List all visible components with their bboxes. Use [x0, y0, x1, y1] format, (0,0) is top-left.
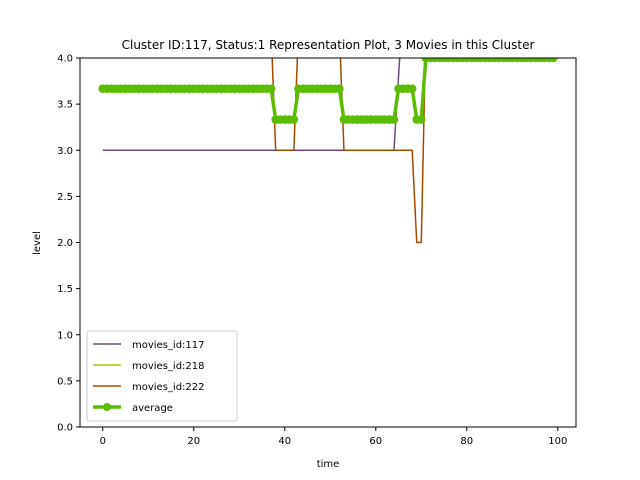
legend-box — [86, 330, 238, 422]
data-point — [416, 115, 426, 124]
y-tick-label: 2.0 — [57, 238, 73, 249]
y-tick-label: 3.0 — [57, 146, 73, 157]
legend-label: average — [132, 403, 173, 414]
y-tick-label: 0.0 — [57, 423, 73, 434]
x-tick-label: 40 — [278, 436, 291, 447]
y-tick-label: 3.5 — [57, 100, 73, 111]
series-line — [102, 58, 401, 151]
legend-label: movies_id:218 — [132, 361, 205, 372]
x-axis-label: time — [317, 459, 340, 470]
series-layer — [98, 58, 558, 244]
x-tick-label: 0 — [100, 436, 106, 447]
axes-layer: 0 20 40 60 80 100 0.0 0.5 1.0 1.5 2.0 2.5 3.0 3.5 4.0 — [57, 54, 577, 447]
legend-item: movies_id:117 — [93, 340, 205, 351]
legend-label: movies_id:117 — [132, 340, 205, 351]
y-tick-label: 1.5 — [57, 284, 73, 295]
data-point — [266, 84, 276, 94]
data-point — [407, 84, 417, 94]
y-axis-label: level — [32, 231, 43, 255]
data-point — [389, 115, 399, 124]
x-tick-label: 20 — [187, 436, 200, 447]
y-tick-label: 4.0 — [57, 54, 73, 65]
data-point — [289, 115, 299, 124]
y-tick-label: 1.0 — [57, 330, 73, 341]
series-average — [98, 58, 558, 124]
y-tick-label: 2.5 — [57, 192, 73, 203]
legend-item: movies_id:222 — [93, 382, 205, 393]
legend: movies_id:117 movies_id:218 movies_id:222a… — [86, 330, 238, 422]
data-point — [335, 84, 344, 94]
legend-item: average — [93, 403, 173, 414]
y-tick-label: 0.5 — [57, 376, 73, 387]
legend-marker — [103, 403, 111, 411]
x-tick-label: 60 — [369, 436, 382, 447]
legend-item: movies_id:218 — [93, 361, 205, 372]
chart-title: Cluster ID:117, Status:1 Representation … — [122, 38, 535, 52]
legend-label: movies_id:222 — [132, 382, 205, 393]
x-tick-label: 100 — [548, 436, 567, 447]
series-movies-id-117 — [102, 58, 401, 151]
x-tick-label: 80 — [460, 436, 473, 447]
